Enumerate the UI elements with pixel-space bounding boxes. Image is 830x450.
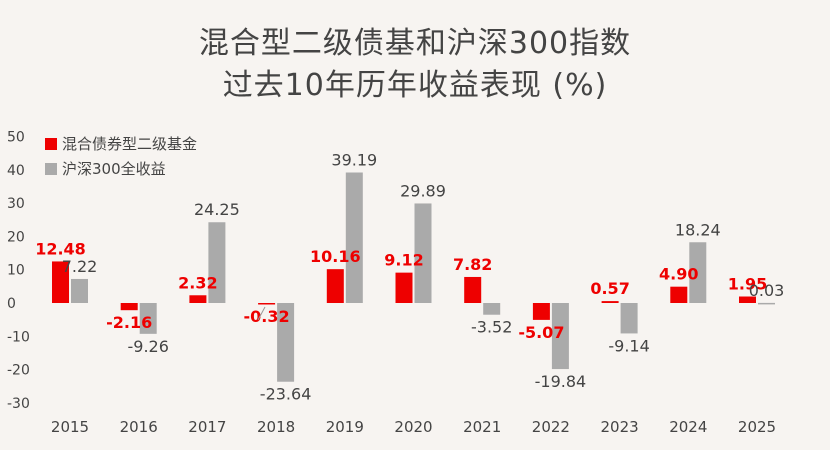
bar-fund [739, 296, 756, 303]
data-label-index: -3.52 [471, 318, 512, 337]
x-category-label: 2019 [326, 418, 364, 436]
y-tick-label: 40 [7, 163, 25, 179]
y-tick-label: 10 [7, 263, 25, 279]
bar-index [277, 303, 295, 382]
bar-index [483, 303, 501, 315]
data-label-fund: -5.07 [518, 323, 564, 342]
bar-fund [670, 286, 688, 303]
bar-index [414, 203, 432, 303]
label-connector [257, 306, 266, 321]
bar-index [758, 302, 775, 305]
data-label-index: 29.89 [400, 181, 446, 200]
y-tick-label: 50 [7, 130, 25, 146]
data-label-index: 24.25 [194, 200, 240, 219]
x-category-label: 2023 [601, 418, 639, 436]
data-label-index: 0.03 [749, 281, 785, 300]
data-label-fund: -0.32 [244, 307, 290, 326]
x-category-label: 2024 [669, 418, 707, 436]
data-label-fund: 10.16 [310, 247, 361, 266]
bar-fund [601, 301, 619, 303]
bar-index [345, 172, 363, 303]
data-label-index: 39.19 [331, 150, 377, 169]
data-label-index: -9.26 [127, 337, 168, 356]
y-tick-label: 30 [7, 196, 25, 212]
y-tick-label: -10 [7, 329, 30, 345]
bar-fund [326, 269, 344, 303]
data-label-index: -23.64 [260, 385, 312, 404]
chart-title-line1: 混合型二级债基和沪深300指数 [198, 26, 632, 61]
x-category-label: 2020 [394, 418, 432, 436]
bar-fund [532, 303, 550, 320]
chart-title-line2: 过去10年历年收益表现 (%) [222, 68, 608, 103]
x-category-label: 2016 [120, 418, 158, 436]
data-label-fund: 0.57 [590, 279, 629, 298]
data-label-index: -19.84 [535, 372, 587, 391]
y-tick-label: -30 [7, 396, 30, 412]
bar-index [551, 303, 569, 370]
data-label-index: 7.22 [62, 257, 98, 276]
x-category-label: 2017 [188, 418, 226, 436]
bar-fund [189, 295, 207, 303]
bar-fund [464, 276, 482, 303]
x-category-label: 2021 [463, 418, 501, 436]
data-label-fund: 2.32 [178, 273, 217, 292]
bar-fund [120, 303, 138, 311]
bar-index [620, 303, 638, 334]
bar-fund [395, 272, 413, 303]
y-tick-label: 20 [7, 229, 25, 245]
y-tick-label: -20 [7, 363, 30, 379]
x-category-label: 2025 [738, 418, 776, 436]
data-label-fund: -2.16 [106, 313, 152, 332]
bar-fund [52, 261, 69, 303]
bar-index [689, 242, 707, 303]
data-label-fund: 4.90 [659, 265, 698, 284]
x-category-label: 2018 [257, 418, 295, 436]
data-label-fund: 7.82 [453, 255, 492, 274]
bar-index [71, 278, 88, 303]
x-category-label: 2015 [51, 418, 89, 436]
data-label-index: -9.14 [608, 336, 649, 355]
bar-fund [258, 303, 276, 305]
bar-index [139, 303, 157, 334]
bar-index [208, 222, 226, 303]
data-label-index: 18.24 [675, 220, 721, 239]
legend-label-index: 沪深300全收益 [62, 160, 166, 178]
data-label-fund: 1.95 [728, 275, 767, 294]
legend-swatch-fund [45, 138, 57, 150]
data-label-fund: 9.12 [384, 251, 423, 270]
data-label-fund: 12.48 [35, 239, 86, 258]
legend-label-fund: 混合债券型二级基金 [62, 135, 197, 153]
legend-swatch-index [45, 163, 57, 175]
y-tick-label: 0 [7, 296, 16, 312]
x-category-label: 2022 [532, 418, 570, 436]
